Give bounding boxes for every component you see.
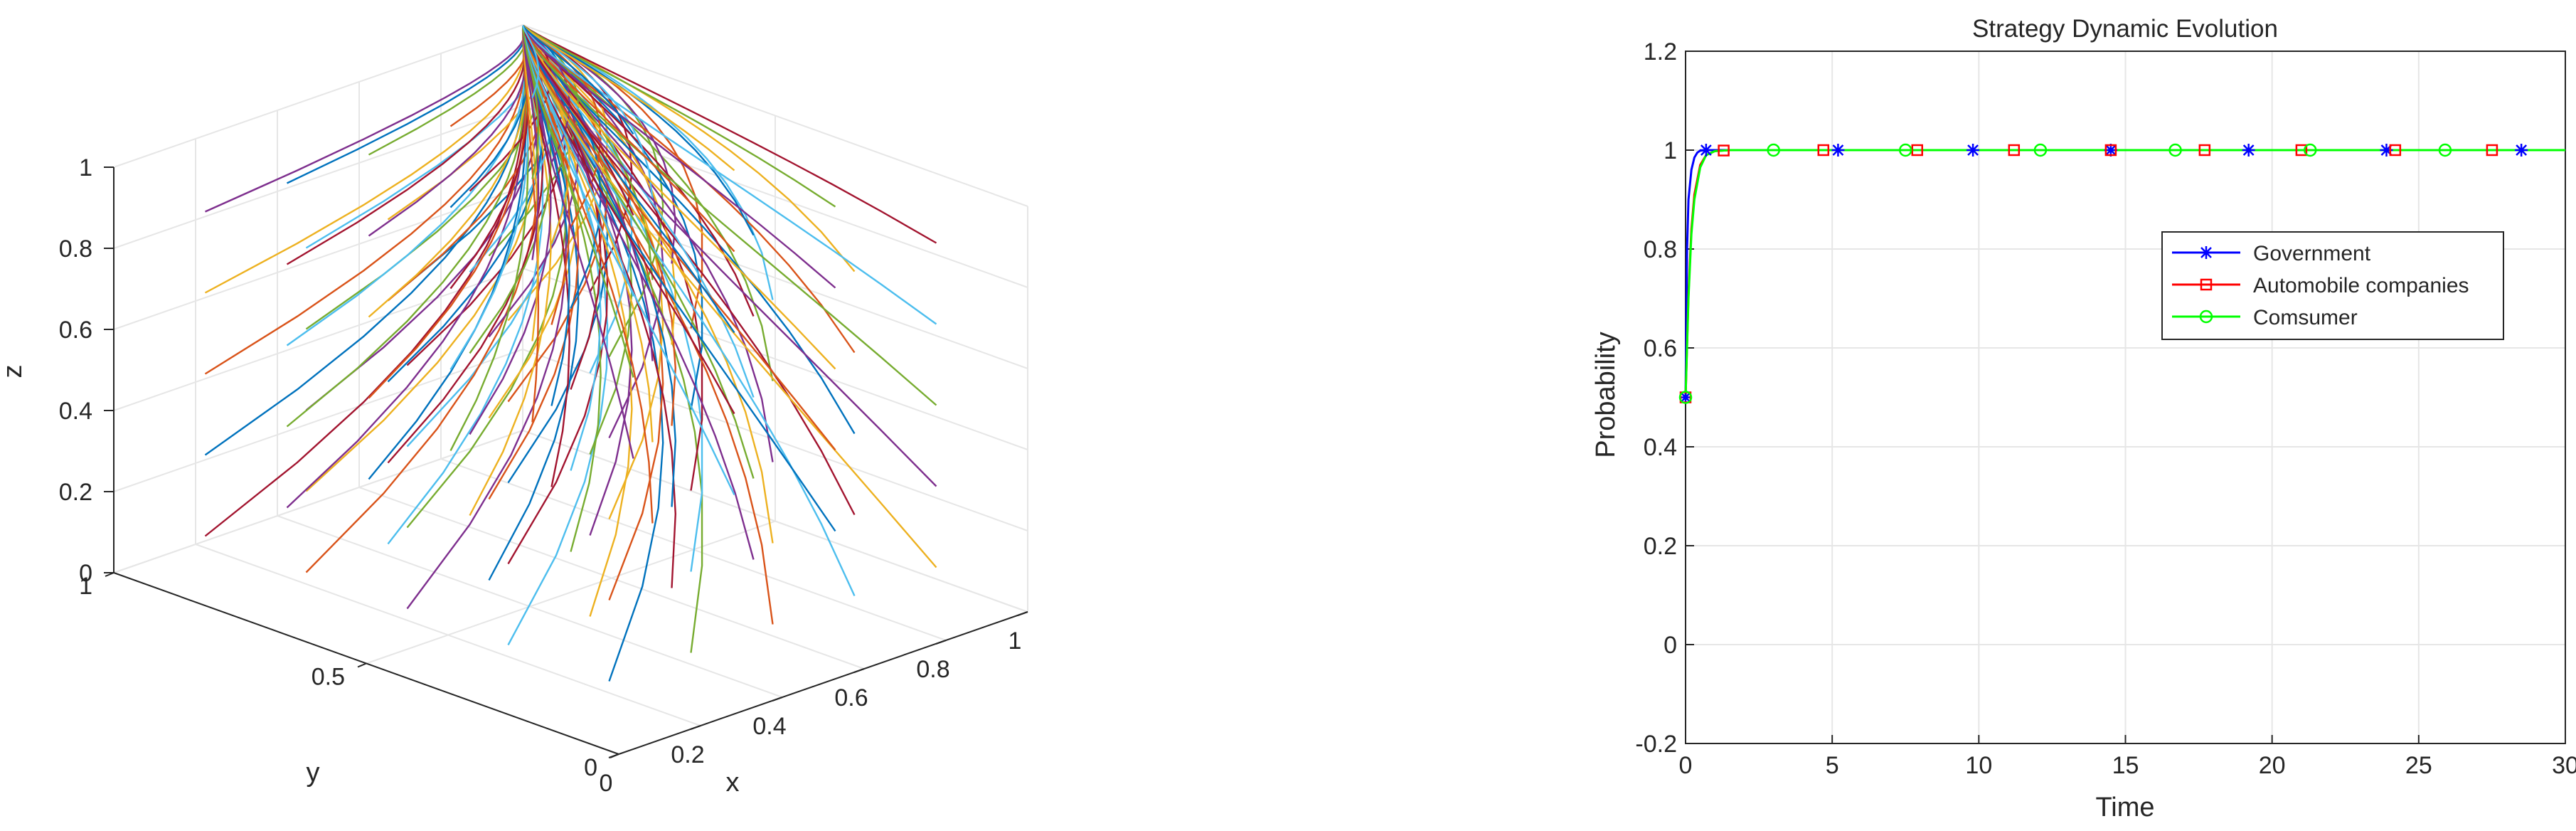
series-line-2 bbox=[1684, 149, 2565, 398]
x-tick-label: 1 bbox=[1008, 628, 1022, 655]
series-marker-1 bbox=[2008, 144, 2021, 157]
series-marker-2 bbox=[1899, 143, 1912, 157]
legend-items bbox=[2172, 246, 2240, 324]
z-tick-label: 0.4 bbox=[59, 398, 92, 425]
legend-label-automobile-companies: Automobile companies bbox=[2253, 274, 2469, 297]
grid-line bbox=[113, 349, 523, 492]
y-tick-label: 0.2 bbox=[1644, 533, 1677, 560]
x-tick-label: 0.2 bbox=[671, 741, 704, 768]
z-tick-label: 0.8 bbox=[59, 235, 92, 263]
grid-line bbox=[113, 24, 523, 168]
y-tick-label: 0.4 bbox=[1644, 434, 1677, 461]
series-marker-1 bbox=[1911, 144, 1923, 157]
z-tick-label: 0.2 bbox=[59, 479, 92, 506]
grid-line bbox=[522, 430, 1028, 613]
series-marker-0 bbox=[2380, 144, 2393, 157]
y-tick-label: 0.6 bbox=[1644, 335, 1677, 362]
x-tick-label: 15 bbox=[2112, 752, 2139, 779]
x-tick bbox=[1017, 611, 1028, 616]
grid-line bbox=[522, 24, 1028, 207]
series-marker-0 bbox=[2242, 144, 2255, 157]
series-marker-1 bbox=[2104, 144, 2117, 157]
x-tick-label: 30 bbox=[2552, 752, 2576, 779]
series-marker-1 bbox=[2295, 144, 2308, 157]
series-marker-0 bbox=[1679, 391, 1692, 404]
x-axis-line bbox=[618, 611, 1028, 755]
y-tick-label: 0 bbox=[1664, 632, 1677, 659]
y-tick bbox=[357, 662, 367, 668]
y-axis-label: Probability bbox=[1591, 332, 1621, 457]
series-marker-0 bbox=[2104, 144, 2117, 157]
x-tick bbox=[690, 725, 701, 730]
x-tick-label: 20 bbox=[2259, 752, 2286, 779]
series-marker-0 bbox=[1831, 144, 1845, 157]
legend-marker bbox=[2200, 278, 2213, 291]
legend-marker bbox=[2199, 309, 2213, 324]
x-tick bbox=[772, 697, 783, 702]
z-tick-label: 1 bbox=[79, 154, 92, 181]
x-axis-label: Time bbox=[2095, 793, 2154, 822]
chart-title: Strategy Dynamic Evolution bbox=[1972, 15, 2278, 43]
trajectory-curves bbox=[204, 25, 937, 682]
grid-line bbox=[113, 105, 523, 249]
series-marker-2 bbox=[2033, 143, 2048, 157]
x-tick-label: 0 bbox=[1679, 752, 1693, 779]
legend-label-government: Government bbox=[2253, 242, 2371, 265]
x-tick-label: 5 bbox=[1826, 752, 1839, 779]
grid-line bbox=[113, 268, 523, 411]
series-markers bbox=[1678, 143, 2528, 404]
series-marker-1 bbox=[1718, 144, 1730, 157]
series-marker-0 bbox=[1966, 144, 1980, 157]
series-marker-1 bbox=[2198, 144, 2211, 157]
z-tick-label: 0 bbox=[79, 560, 92, 587]
y-tick-label: 1.2 bbox=[1644, 38, 1677, 65]
y-tick-label: -0.2 bbox=[1635, 731, 1677, 758]
legend: Government Automobile companies Comsumer bbox=[2161, 231, 2504, 340]
x-tick bbox=[853, 668, 865, 673]
x-tick-label: 0.6 bbox=[834, 684, 868, 711]
y-tick bbox=[610, 753, 619, 758]
legend-marker bbox=[2200, 246, 2213, 259]
y-axis-label: y bbox=[307, 758, 320, 788]
y-tick-label: 0 bbox=[584, 754, 597, 781]
series-marker-1 bbox=[1817, 144, 1830, 157]
grid-line bbox=[366, 520, 776, 665]
series-marker-1 bbox=[2389, 144, 2402, 157]
series-marker-2 bbox=[1678, 391, 1693, 404]
x-tick-label: 0 bbox=[600, 770, 613, 797]
trajectory-curve bbox=[522, 25, 540, 98]
y-tick-label: 1 bbox=[79, 573, 92, 600]
series-marker-2 bbox=[2168, 143, 2182, 157]
evolution-chart: Strategy Dynamic Evolution 0 5 10 15 20 25 30-… bbox=[1591, 15, 2576, 822]
axes-3d bbox=[104, 166, 1028, 758]
trajectory-curve bbox=[286, 25, 526, 184]
series-marker-0 bbox=[1699, 144, 1713, 157]
trajectory-curve bbox=[204, 30, 526, 537]
series-marker-2 bbox=[1767, 143, 1780, 157]
x-tick-label: 0.8 bbox=[916, 656, 949, 683]
y-tick-label: 1 bbox=[1664, 137, 1677, 164]
series-marker-0 bbox=[2515, 144, 2528, 157]
series-marker-2 bbox=[2438, 143, 2452, 157]
series-marker-1 bbox=[2486, 144, 2498, 157]
grid-line bbox=[113, 430, 523, 573]
x-tick-label: 0.4 bbox=[752, 713, 786, 740]
z-tick-label: 0.6 bbox=[59, 317, 92, 344]
y-tick-label: 0.8 bbox=[1644, 236, 1677, 263]
x-tick-label: 10 bbox=[1965, 752, 1992, 779]
x-axis-label: x bbox=[726, 768, 740, 798]
x-tick-label: 25 bbox=[2405, 752, 2432, 779]
y-tick-label: 0.5 bbox=[312, 664, 345, 691]
x-tick bbox=[935, 640, 947, 645]
legend-label-comsumer: Comsumer bbox=[2253, 306, 2358, 329]
tick-labels-2d: 0 5 10 15 20 25 30-0.200.20.40.60.811.2 bbox=[1635, 38, 2576, 779]
trajectory-curve bbox=[521, 26, 540, 179]
series-marker-2 bbox=[2304, 143, 2317, 157]
z-axis-label: z bbox=[0, 365, 28, 379]
